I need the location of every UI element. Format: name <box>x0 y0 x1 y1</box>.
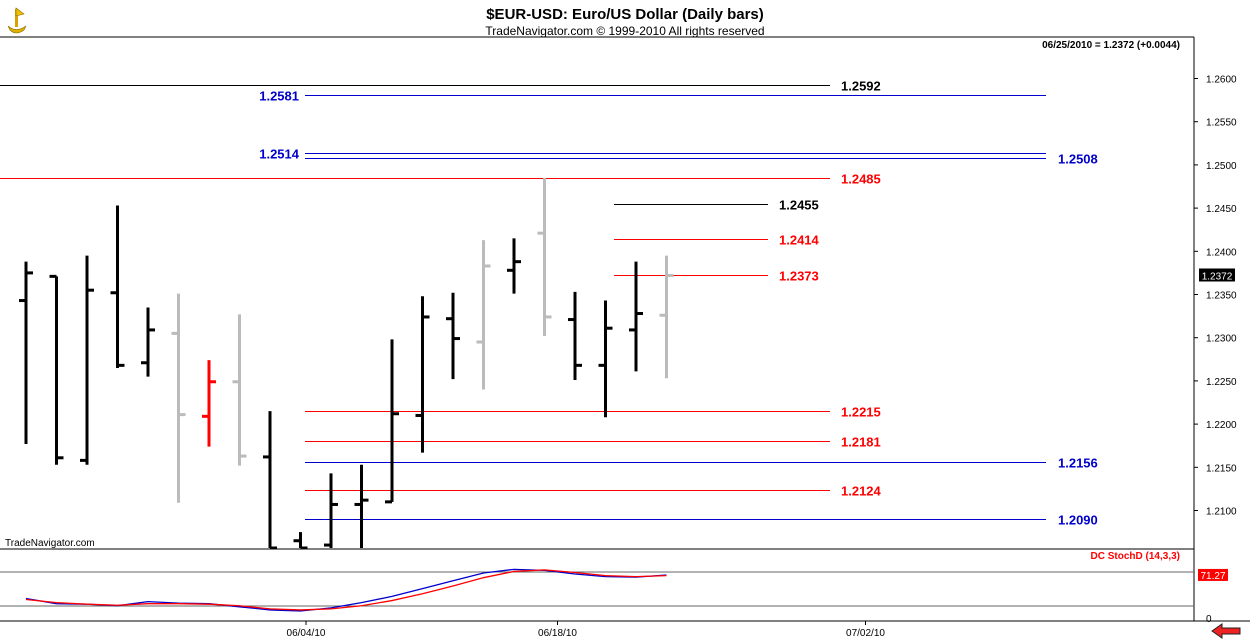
price-bars <box>19 177 674 550</box>
level-label: 1.2373 <box>779 269 819 284</box>
ohlc-bar <box>141 307 155 377</box>
level-label: 1.2592 <box>841 79 881 94</box>
y-tick-label: 1.2400 <box>1206 247 1237 258</box>
stochastic-zero-label: 0 <box>1206 614 1212 625</box>
ohlc-bar <box>446 292 460 380</box>
date-axis: 06/04/10 06/18/10 07/02/10 <box>287 621 885 639</box>
level-label: 1.2485 <box>841 172 881 187</box>
stochastic-line <box>25 569 667 611</box>
level-label: 1.2414 <box>779 233 820 248</box>
ohlc-bar <box>232 314 247 466</box>
price-axis: 1.2100 1.2150 1.2200 1.2250 1.2300 1.2350 1.24… <box>1194 75 1237 518</box>
chart-frame <box>0 36 1250 622</box>
ohlc-bar <box>568 291 582 381</box>
y-tick-label: 1.2150 <box>1206 463 1237 474</box>
y-tick-label: 1.2500 <box>1206 161 1237 172</box>
ohlc-bar <box>415 296 430 453</box>
stochastic-value: 71.27 <box>1200 571 1225 582</box>
chart-copyright: TradeNavigator.com © 1999-2010 All right… <box>485 24 764 38</box>
level-label: 1.2156 <box>1058 456 1098 471</box>
ohlc-bar <box>598 300 613 418</box>
ohlc-bar <box>385 339 399 504</box>
ohlc-bar <box>49 274 64 465</box>
x-tick-label: 07/02/10 <box>846 628 885 639</box>
ohlc-bar <box>659 255 674 379</box>
ohlc-bar <box>507 238 521 294</box>
stochastic-line <box>25 568 667 612</box>
level-label: 1.2124 <box>841 484 882 499</box>
ohlc-bar <box>324 473 338 548</box>
tradenavigator-logo-icon[interactable] <box>7 7 27 34</box>
y-tick-label: 1.2600 <box>1206 75 1237 86</box>
ohlc-bar <box>171 293 186 503</box>
stochastic-panel <box>0 568 1194 612</box>
ohlc-bar <box>354 464 369 548</box>
ohlc-bar <box>19 261 33 444</box>
last-price-value: 1.2372 <box>1202 271 1233 282</box>
ohlc-bar <box>293 532 308 550</box>
last-quote-label: 06/25/2010 = 1.2372 (+0.0044) <box>1042 40 1180 51</box>
x-tick-label: 06/04/10 <box>287 628 326 639</box>
stochastic-value-tag: 71.27 <box>1198 568 1228 582</box>
scroll-left-arrow-icon[interactable] <box>1211 623 1241 639</box>
last-price-tag: 1.2372 <box>1199 268 1235 282</box>
chart-title: $EUR-USD: Euro/US Dollar (Daily bars) <box>486 6 764 23</box>
level-label: 1.2090 <box>1058 513 1098 528</box>
ohlc-bar <box>80 255 94 465</box>
y-tick-label: 1.2550 <box>1206 118 1237 129</box>
watermark: TradeNavigator.com <box>5 538 95 549</box>
y-tick-label: 1.2450 <box>1206 204 1237 215</box>
level-label: 1.2514 <box>259 147 300 162</box>
ohlc-bar <box>629 261 643 372</box>
ohlc-bar <box>202 360 216 447</box>
y-tick-label: 1.2250 <box>1206 377 1237 388</box>
level-label: 1.2215 <box>841 405 881 420</box>
ohlc-bar <box>537 177 552 336</box>
level-label: 1.2508 <box>1058 152 1098 167</box>
level-label: 1.2581 <box>259 89 299 104</box>
stochastic-label: DC StochD (14,3,3) <box>1091 551 1180 562</box>
ohlc-bar <box>476 240 491 390</box>
ohlc-bar <box>263 411 277 550</box>
y-tick-label: 1.2200 <box>1206 420 1237 431</box>
y-tick-label: 1.2300 <box>1206 334 1237 345</box>
y-tick-label: 1.2350 <box>1206 291 1237 302</box>
level-label: 1.2181 <box>841 435 881 450</box>
level-label: 1.2455 <box>779 198 819 213</box>
ohlc-bar <box>110 205 125 368</box>
x-tick-label: 06/18/10 <box>538 628 577 639</box>
y-tick-label: 1.2100 <box>1206 507 1237 518</box>
